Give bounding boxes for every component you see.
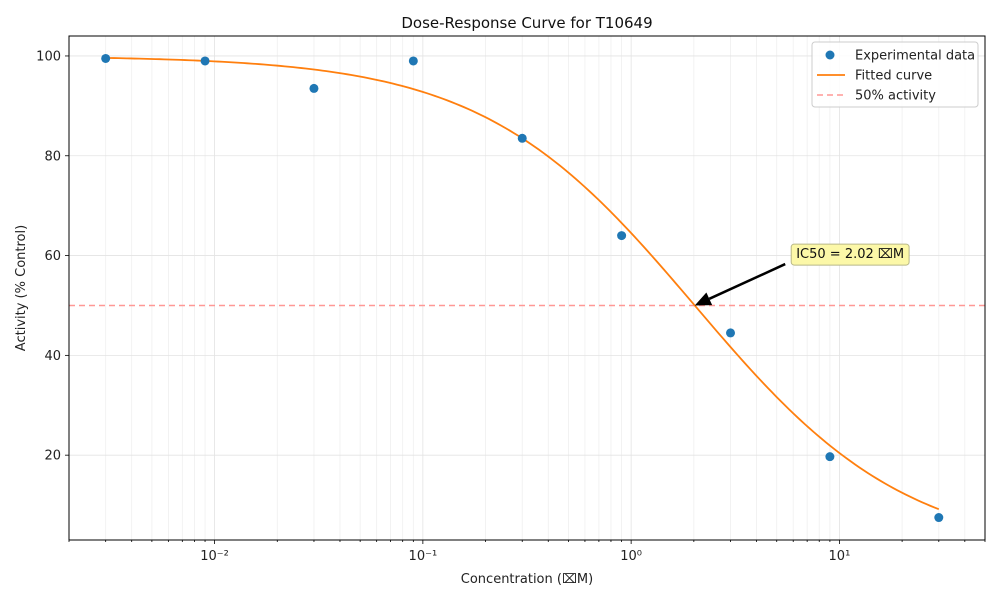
x-tick-label: 10⁻¹ <box>409 549 438 564</box>
data-point <box>825 452 835 462</box>
y-tick-label: 80 <box>44 149 61 164</box>
legend-label: Experimental data <box>855 49 975 64</box>
legend: Experimental data Fitted curve 50% activit… <box>811 41 979 108</box>
grid <box>68 36 986 540</box>
legend-marker-experimental <box>825 50 835 60</box>
x-axis-label: Concentration (⌧M) <box>461 572 593 587</box>
legend-frame <box>811 41 979 108</box>
annotation-arrow-shaft <box>708 262 786 300</box>
legend-label: Fitted curve <box>855 69 932 84</box>
data-point <box>200 56 210 66</box>
annotation-arrow-head <box>694 292 713 306</box>
annotation-text: IC50 = 2.02 ⌧M <box>796 247 904 262</box>
ic50-annotation: IC50 = 2.02 ⌧M <box>694 243 910 306</box>
data-points-layer <box>101 53 944 523</box>
x-tick-label: 10⁰ <box>620 549 642 564</box>
x-tick-label: 10¹ <box>829 549 851 564</box>
y-tick-label: 20 <box>44 449 61 464</box>
chart-title: Dose-Response Curve for T10649 <box>401 14 652 32</box>
data-point <box>309 83 319 93</box>
legend-label: 50% activity <box>855 89 936 104</box>
x-tick-label: 10⁻² <box>200 549 229 564</box>
data-point <box>101 53 111 63</box>
data-point <box>934 513 944 523</box>
y-axis-label: Activity (% Control) <box>14 225 29 351</box>
data-point <box>726 328 736 338</box>
data-point <box>517 133 527 143</box>
x-axis-ticks: 10⁻² 10⁻¹ 10⁰ 10¹ <box>68 540 986 564</box>
y-tick-label: 40 <box>44 349 61 364</box>
data-point <box>408 56 418 66</box>
annotation-box <box>790 243 910 266</box>
y-axis-ticks: 20 40 60 80 100 <box>36 49 69 464</box>
data-point <box>617 231 627 241</box>
y-tick-label: 100 <box>36 49 61 64</box>
y-tick-label: 60 <box>44 249 61 264</box>
plot-frame <box>68 35 986 541</box>
